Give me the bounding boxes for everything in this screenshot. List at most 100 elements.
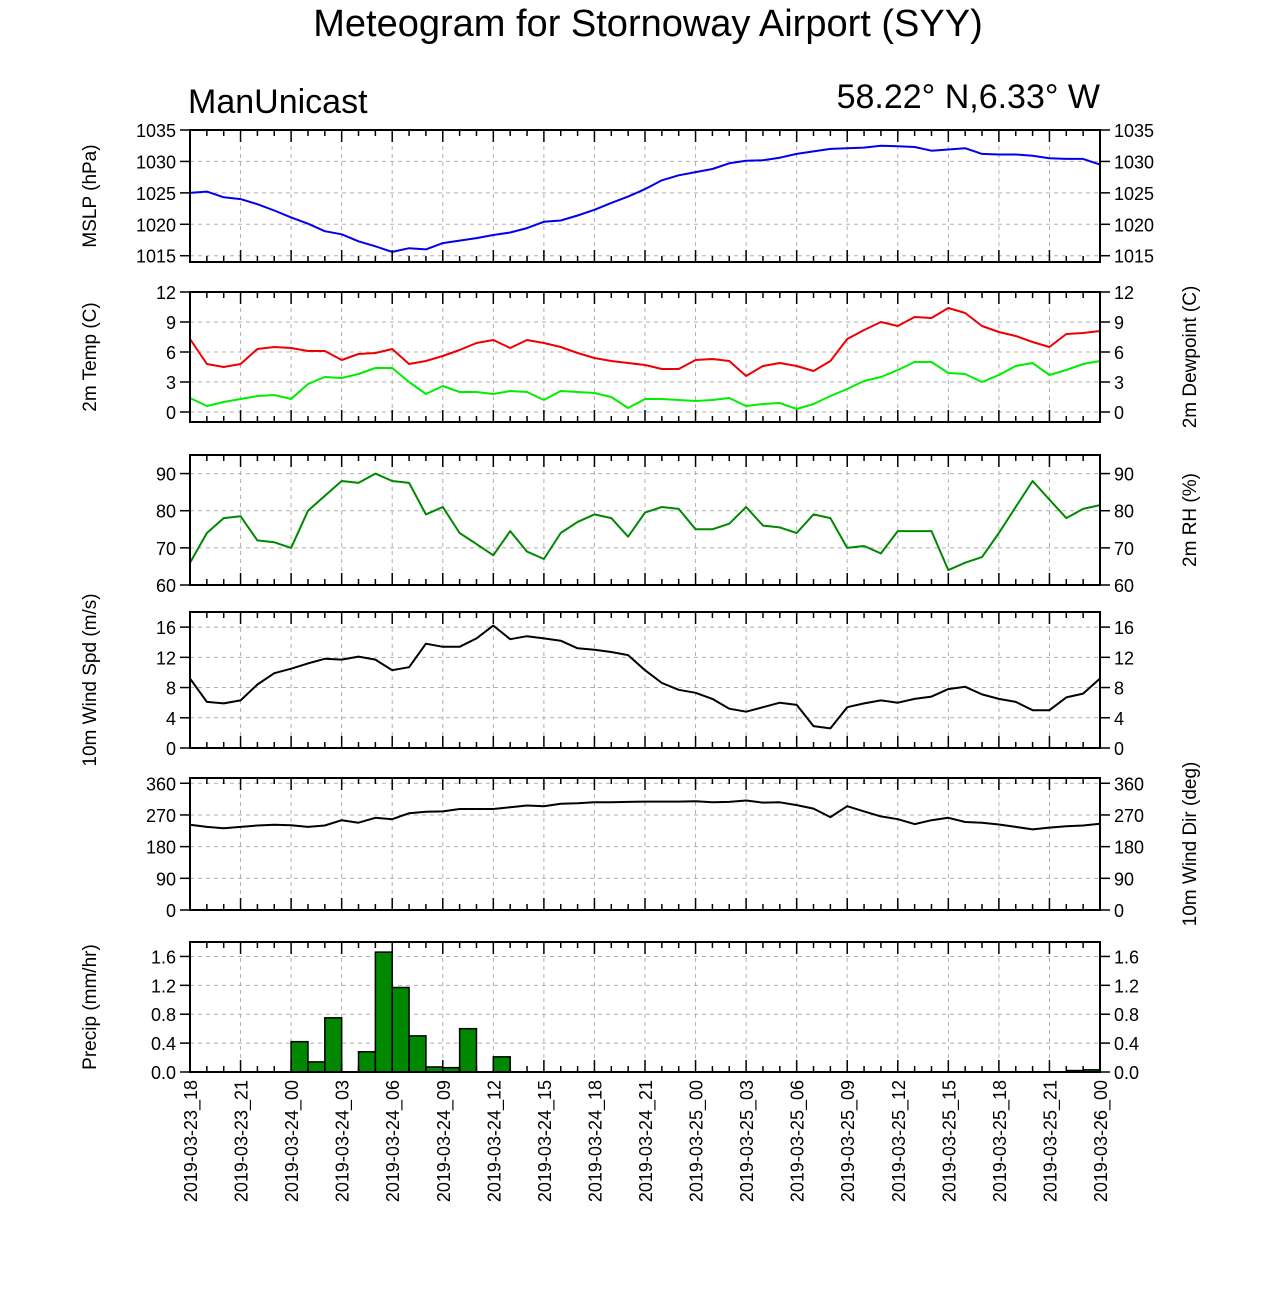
series-line-1 [189, 307, 1101, 377]
panel-1: 1015 1015 1020 1020 1025 1025 1030 1030 1035 1035… [80, 121, 1154, 267]
y-tick-label-right: 0.8 [1114, 1005, 1139, 1025]
panel-3: 60 60 70 70 80 80 90 90 2m RH (%) [156, 454, 1201, 596]
y-tick-label-left: 0.4 [151, 1034, 176, 1054]
y-tick-label-right: 80 [1114, 502, 1134, 522]
y-tick-label-left: 4 [166, 709, 176, 729]
y-tick-label-right: 6 [1114, 343, 1124, 363]
precip-bar [408, 1035, 427, 1073]
precip-bar [391, 986, 410, 1073]
y-tick-label-left: 70 [156, 539, 176, 559]
panel-5: 0 0 90 90 180 180 270 270 360 360 10m Wind Dir (de… [146, 762, 1201, 927]
y-tick-label-left: 0.8 [151, 1005, 176, 1025]
y-tick-label-left: 1035 [136, 121, 176, 141]
y-axis-label-right: 2m RH (%) [1180, 473, 1201, 567]
x-tick-label: 2019-03-25_00 [687, 1080, 708, 1202]
x-tick-label: 2019-03-24_06 [383, 1080, 404, 1202]
x-tick-label: 2019-03-24_00 [282, 1080, 303, 1202]
y-axis-label-left: 10m Wind Spd (m/s) [80, 593, 101, 766]
x-tick-label: 2019-03-26_00 [1091, 1080, 1112, 1202]
y-tick-label-left: 0 [166, 901, 176, 921]
y-tick-label-left: 1030 [136, 152, 176, 172]
series-line-1 [189, 472, 1101, 572]
x-tick-label: 2019-03-25_03 [737, 1080, 758, 1202]
x-tick-label: 2019-03-23_21 [232, 1080, 253, 1202]
x-tick-label: 2019-03-25_12 [889, 1080, 910, 1202]
series-line-1 [189, 624, 1101, 730]
y-tick-label-right: 1.6 [1114, 947, 1139, 967]
y-tick-label-left: 60 [156, 576, 176, 596]
x-tick-label: 2019-03-25_18 [990, 1080, 1011, 1202]
precip-bar [357, 1051, 377, 1073]
y-tick-label-right: 180 [1114, 838, 1144, 858]
y-tick-label-left: 8 [166, 679, 176, 699]
y-tick-label-right: 1.2 [1114, 976, 1139, 996]
y-tick-label-right: 12 [1114, 648, 1134, 668]
y-tick-label-left: 90 [156, 869, 176, 889]
precip-bar [290, 1040, 309, 1073]
panel-6: 0.0 0.0 0.4 0.4 0.8 0.8 1.2 1.2 1.6 1.6 Precip (mm… [80, 941, 1139, 1083]
x-tick-label: 2019-03-23_18 [181, 1080, 202, 1202]
y-tick-label-right: 70 [1114, 539, 1134, 559]
y-tick-label-right: 1035 [1114, 121, 1154, 141]
y-tick-label-right: 0.4 [1114, 1034, 1139, 1054]
x-tick-label: 2019-03-25_15 [939, 1080, 960, 1202]
y-tick-label-left: 360 [146, 774, 176, 794]
y-tick-label-left: 0 [166, 739, 176, 759]
x-tick-label: 2019-03-24_18 [585, 1080, 606, 1202]
y-tick-label-right: 16 [1114, 618, 1134, 638]
panel-2: 0 0 3 3 6 6 9 9 12 12 2m Temp (C) 2m Dewpoint (C) [80, 283, 1201, 428]
y-tick-label-right: 1020 [1114, 215, 1154, 235]
y-tick-label-left: 1025 [136, 184, 176, 204]
y-tick-label-left: 16 [156, 618, 176, 638]
y-tick-label-right: 12 [1114, 283, 1134, 303]
y-axis-label-left: 2m Temp (C) [80, 302, 101, 411]
y-tick-label-left: 1015 [136, 247, 176, 267]
x-tick-label: 2019-03-24_12 [484, 1080, 505, 1202]
x-tick-label: 2019-03-24_09 [434, 1080, 455, 1202]
model-label: ManUnicast [188, 83, 368, 121]
y-tick-label-left: 1.2 [151, 976, 176, 996]
y-tick-label-right: 0.0 [1114, 1063, 1139, 1083]
y-tick-label-left: 12 [156, 648, 176, 668]
x-tick-label: 2019-03-25_09 [838, 1080, 859, 1202]
y-tick-label-left: 1020 [136, 215, 176, 235]
y-tick-label-right: 360 [1114, 774, 1144, 794]
x-tick-label: 2019-03-24_15 [535, 1080, 556, 1202]
x-tick-label: 2019-03-25_21 [1040, 1080, 1061, 1202]
y-tick-label-right: 90 [1114, 465, 1134, 485]
chart-title: Meteogram for Stornoway Airport (SYY) [313, 3, 982, 45]
y-tick-label-right: 1030 [1114, 152, 1154, 172]
y-axis-label-left: Precip (mm/hr) [80, 944, 101, 1070]
y-tick-label-right: 0 [1114, 739, 1124, 759]
y-tick-label-right: 9 [1114, 313, 1124, 333]
x-tick-label: 2019-03-24_03 [333, 1080, 354, 1202]
y-tick-label-right: 1015 [1114, 247, 1154, 267]
precip-bar [492, 1056, 511, 1073]
y-tick-label-left: 0 [166, 403, 176, 423]
y-tick-label-left: 270 [146, 806, 176, 826]
y-tick-label-right: 90 [1114, 869, 1134, 889]
y-axis-label-left: MSLP (hPa) [80, 144, 101, 247]
y-tick-label-right: 3 [1114, 373, 1124, 393]
x-tick-label: 2019-03-24_21 [636, 1080, 657, 1202]
series-line-1 [189, 144, 1101, 253]
y-tick-label-right: 1025 [1114, 184, 1154, 204]
y-tick-label-left: 3 [166, 373, 176, 393]
series-line-1 [189, 799, 1101, 831]
y-tick-label-right: 0 [1114, 901, 1124, 921]
y-tick-label-left: 6 [166, 343, 176, 363]
y-tick-label-right: 8 [1114, 679, 1124, 699]
y-tick-label-right: 4 [1114, 709, 1124, 729]
precip-bar [324, 1017, 343, 1073]
panels-group: 1015 1015 1020 1020 1025 1025 1030 1030 1035 1035… [80, 121, 1201, 1202]
y-tick-label-left: 0.0 [151, 1063, 176, 1083]
y-tick-label-left: 90 [156, 465, 176, 485]
precip-bar [458, 1027, 478, 1073]
x-tick-label: 2019-03-25_06 [788, 1080, 809, 1202]
series-line-2 [189, 360, 1101, 410]
y-tick-label-left: 80 [156, 502, 176, 522]
y-tick-label-left: 9 [166, 313, 176, 333]
y-tick-label-left: 1.6 [151, 947, 176, 967]
y-tick-label-left: 180 [146, 838, 176, 858]
